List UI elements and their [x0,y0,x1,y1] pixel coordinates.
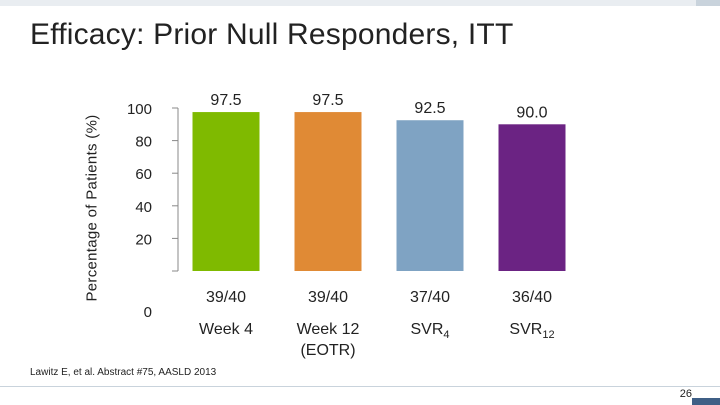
bar-value-label: 97.5 [210,92,241,109]
bar-value-label: 90.0 [516,104,547,121]
top-band [0,0,720,6]
bar [396,120,464,271]
y-tick-label: 60 [135,166,152,183]
slide-title: Efficacy: Prior Null Responders, ITT [30,18,514,51]
category-label-line2: (EOTR) [300,342,355,359]
responder-count-label: 39/40 [308,289,348,306]
top-band-accent [696,0,720,6]
category-label: Week 12 [297,321,360,338]
category-label: SVR4 [410,321,449,341]
page-number: 26 [679,388,692,400]
responder-count-label: 37/40 [410,289,450,306]
y-tick-label: 40 [135,199,152,216]
bar [498,124,566,271]
y-tick-label: 0 [144,304,152,321]
category-label: Week 4 [199,321,253,338]
bottom-accent [692,398,720,405]
y-tick-label: 20 [135,231,152,248]
bottom-rule [0,386,720,387]
citation-footnote: Lawitz E, et al. Abstract #75, AASLD 201… [30,367,217,378]
bar [192,112,260,271]
bar-value-label: 97.5 [312,92,343,109]
responder-count-label: 36/40 [512,289,552,306]
bar [294,112,362,271]
category-label: SVR12 [509,321,554,341]
y-tick-label: 100 [127,101,152,118]
responder-count-label: 39/40 [206,289,246,306]
y-tick-label: 80 [135,134,152,151]
bar-value-label: 92.5 [414,100,445,117]
